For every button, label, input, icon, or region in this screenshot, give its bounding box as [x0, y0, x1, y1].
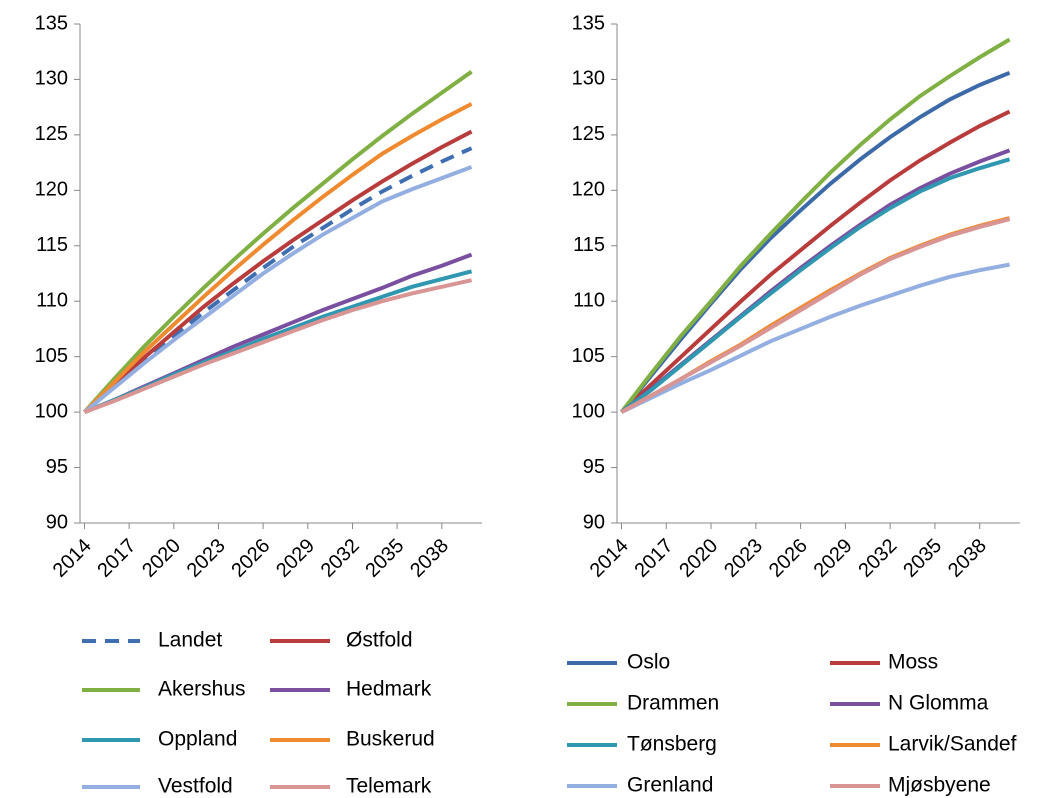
series-line	[82, 70, 473, 414]
x-tick-label: 2020	[675, 535, 722, 582]
x-tick-label: 2038	[406, 535, 453, 582]
y-tick-label: 135	[572, 12, 605, 34]
x-tick-label: 2032	[854, 535, 901, 582]
x-tick-label: 2026	[765, 535, 812, 582]
y-tick-label: 90	[46, 511, 68, 533]
x-tick-label: 2026	[227, 535, 274, 582]
legend-label: Tønsberg	[627, 733, 717, 756]
y-tick-label: 90	[583, 511, 605, 533]
series-line	[619, 70, 1011, 414]
legend-label: Vestfold	[158, 775, 233, 798]
legend-label: Østfold	[346, 629, 413, 652]
x-tick-label: 2029	[810, 535, 857, 582]
y-tick-label: 120	[35, 179, 68, 201]
legend-label: N Glomma	[888, 692, 989, 715]
legend-label: Moss	[888, 651, 938, 674]
legend-label: Hedmark	[346, 678, 432, 701]
x-tick-label: 2035	[899, 535, 946, 582]
legend-label: Akershus	[158, 678, 246, 701]
y-tick-label: 105	[35, 345, 68, 367]
legend-label: Grenland	[627, 774, 713, 797]
x-tick-label: 2038	[944, 535, 991, 582]
series-line	[620, 109, 1011, 414]
y-tick-label: 125	[35, 123, 68, 145]
x-tick-label: 2020	[138, 535, 185, 582]
series-line	[83, 278, 473, 414]
series-line	[83, 165, 473, 414]
y-tick-label: 110	[36, 290, 68, 312]
y-tick-label: 105	[572, 345, 605, 367]
y-tick-label: 95	[583, 456, 605, 478]
legend-label: Mjøsbyene	[888, 774, 991, 797]
x-tick-label: 2017	[631, 535, 678, 582]
x-tick-label: 2014	[586, 535, 633, 582]
x-tick-label: 2014	[49, 535, 96, 582]
y-tick-label: 115	[36, 234, 68, 256]
legend-label: Telemark	[346, 775, 432, 798]
y-tick-label: 100	[572, 400, 605, 422]
legend-label: Drammen	[627, 692, 719, 715]
x-tick-label: 2029	[272, 535, 319, 582]
y-tick-label: 95	[46, 456, 68, 478]
y-tick-label: 120	[572, 179, 605, 201]
series-line	[620, 157, 1011, 414]
legend-label: Oppland	[158, 728, 237, 751]
x-tick-label: 2023	[183, 535, 230, 582]
series-line	[620, 217, 1011, 414]
y-tick-label: 135	[35, 12, 68, 34]
y-tick-label: 130	[572, 68, 605, 90]
y-tick-label: 125	[572, 123, 605, 145]
series-line	[83, 129, 473, 414]
series-line	[83, 146, 473, 414]
y-tick-label: 130	[35, 68, 68, 90]
series-line	[619, 37, 1011, 414]
legend-label: Landet	[158, 629, 222, 652]
x-tick-label: 2035	[361, 535, 408, 582]
x-tick-label: 2032	[317, 535, 364, 582]
legend-label: Buskerud	[346, 728, 435, 751]
y-tick-label: 115	[573, 234, 605, 256]
x-tick-label: 2017	[93, 535, 140, 582]
y-tick-label: 100	[35, 400, 68, 422]
x-tick-label: 2023	[720, 535, 767, 582]
series-line	[83, 102, 473, 414]
y-tick-label: 110	[573, 290, 605, 312]
legend-label: Oslo	[627, 651, 670, 674]
legend-label: Larvik/Sandef	[888, 733, 1017, 756]
series-line	[620, 262, 1010, 414]
